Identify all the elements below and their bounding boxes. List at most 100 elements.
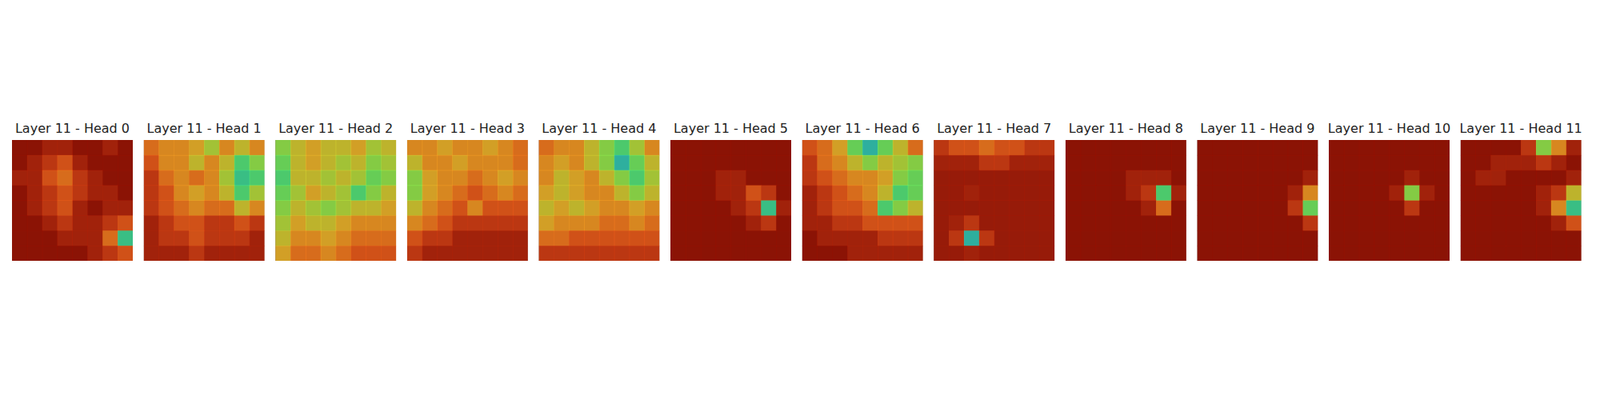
heat-cell (1242, 155, 1258, 171)
heat-cell (629, 185, 645, 201)
heat-cell (1374, 245, 1390, 261)
heat-cell (948, 215, 964, 231)
heat-cell (847, 230, 863, 246)
heat-cell (538, 215, 554, 231)
heat-cell (1374, 155, 1390, 171)
heat-cell (731, 140, 747, 156)
heat-cell (776, 155, 792, 171)
heat-cell (452, 245, 468, 261)
heat-cell (776, 215, 792, 231)
heat-cell (42, 140, 58, 156)
panel-title: Layer 11 - Head 8 (1068, 120, 1184, 136)
heat-cell (1212, 185, 1228, 201)
heat-cell (117, 200, 133, 216)
heat-cell (832, 170, 848, 186)
heat-cell (832, 230, 848, 246)
heat-cell (437, 170, 453, 186)
heat-cell (320, 200, 336, 216)
heat-cell (1212, 155, 1228, 171)
heat-cell (234, 185, 250, 201)
heat-cell (1389, 140, 1405, 156)
background (538, 140, 660, 261)
heat-cell (27, 200, 43, 216)
heat-cell (437, 230, 453, 246)
heat-cell (862, 170, 878, 186)
heat-cell (1171, 200, 1187, 216)
heat-cell (1110, 245, 1126, 261)
heat-cell (497, 215, 513, 231)
heat-cell (1156, 230, 1172, 246)
heat-cell (994, 140, 1010, 156)
heat-cell (1196, 200, 1212, 216)
heat-cell (644, 200, 660, 216)
heat-cell (407, 200, 423, 216)
heat-cell (1490, 215, 1506, 231)
heat-cell (1475, 200, 1491, 216)
heat-cell (568, 230, 584, 246)
heat-cell (27, 140, 43, 156)
heat-cell (1566, 245, 1582, 261)
panel: Layer 11 - Head 2 (275, 120, 397, 262)
heat-cell (1024, 185, 1040, 201)
heat-cell (685, 215, 701, 231)
heat-cell (599, 185, 615, 201)
heat-cell (1227, 230, 1243, 246)
heat-cell (908, 245, 924, 261)
background (1460, 140, 1582, 261)
heat-cell (1359, 245, 1375, 261)
heat-cell (1096, 170, 1112, 186)
heat-cell (1460, 230, 1476, 246)
heat-cell (1039, 170, 1055, 186)
heat-cell (553, 140, 569, 156)
heat-cell (1434, 215, 1450, 231)
heat-cell (1520, 215, 1536, 231)
heat-cell (305, 245, 321, 261)
heat-cell (553, 155, 569, 171)
heat-cell (1288, 215, 1304, 231)
heat-cell (1551, 230, 1567, 246)
heat-cell (57, 185, 73, 201)
heat-cell (1196, 155, 1212, 171)
heat-cell (102, 155, 118, 171)
heat-cell (1096, 215, 1112, 231)
heat-cell (234, 215, 250, 231)
heat-cell (204, 200, 220, 216)
heat-cell (584, 215, 600, 231)
heat-cell (1475, 170, 1491, 186)
heat-cell (1434, 185, 1450, 201)
heat-cell (685, 230, 701, 246)
heat-cell (994, 245, 1010, 261)
heat-cell (380, 230, 396, 246)
heat-cell (380, 170, 396, 186)
heat-cell (644, 230, 660, 246)
heat-cell (87, 200, 103, 216)
heat-cell (862, 245, 878, 261)
heat-cell (351, 215, 367, 231)
heat-cell (204, 230, 220, 246)
heat-cell (275, 140, 291, 156)
heat-cell (933, 200, 949, 216)
heat-cell (553, 185, 569, 201)
heat-cell (512, 170, 528, 186)
heat-cell (1359, 230, 1375, 246)
heat-cell (1024, 215, 1040, 231)
heat-cell (1328, 170, 1344, 186)
heat-cell (1080, 140, 1096, 156)
heat-cell (670, 230, 686, 246)
heat-cell (452, 200, 468, 216)
heat-cell (290, 170, 306, 186)
heat-cell (1551, 200, 1567, 216)
heat-cell (1227, 215, 1243, 231)
heat-cell (422, 155, 438, 171)
heat-cell (1009, 245, 1025, 261)
heat-cell (614, 215, 630, 231)
heat-cell (351, 170, 367, 186)
heat-cell (1475, 155, 1491, 171)
heat-cell (380, 215, 396, 231)
heat-cell (144, 200, 160, 216)
heat-cell (1374, 185, 1390, 201)
heat-cell (57, 245, 73, 261)
heat-cell (275, 185, 291, 201)
heat-cell (1551, 140, 1567, 156)
heat-cell (188, 140, 204, 156)
